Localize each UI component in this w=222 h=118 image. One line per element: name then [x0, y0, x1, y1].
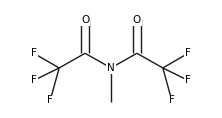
- Text: F: F: [169, 95, 175, 105]
- Text: F: F: [185, 75, 191, 85]
- Text: F: F: [31, 75, 37, 85]
- Text: F: F: [47, 95, 53, 105]
- Text: F: F: [31, 48, 37, 58]
- Text: F: F: [185, 48, 191, 58]
- Text: O: O: [133, 15, 141, 25]
- Text: O: O: [81, 15, 89, 25]
- Text: N: N: [107, 63, 115, 73]
